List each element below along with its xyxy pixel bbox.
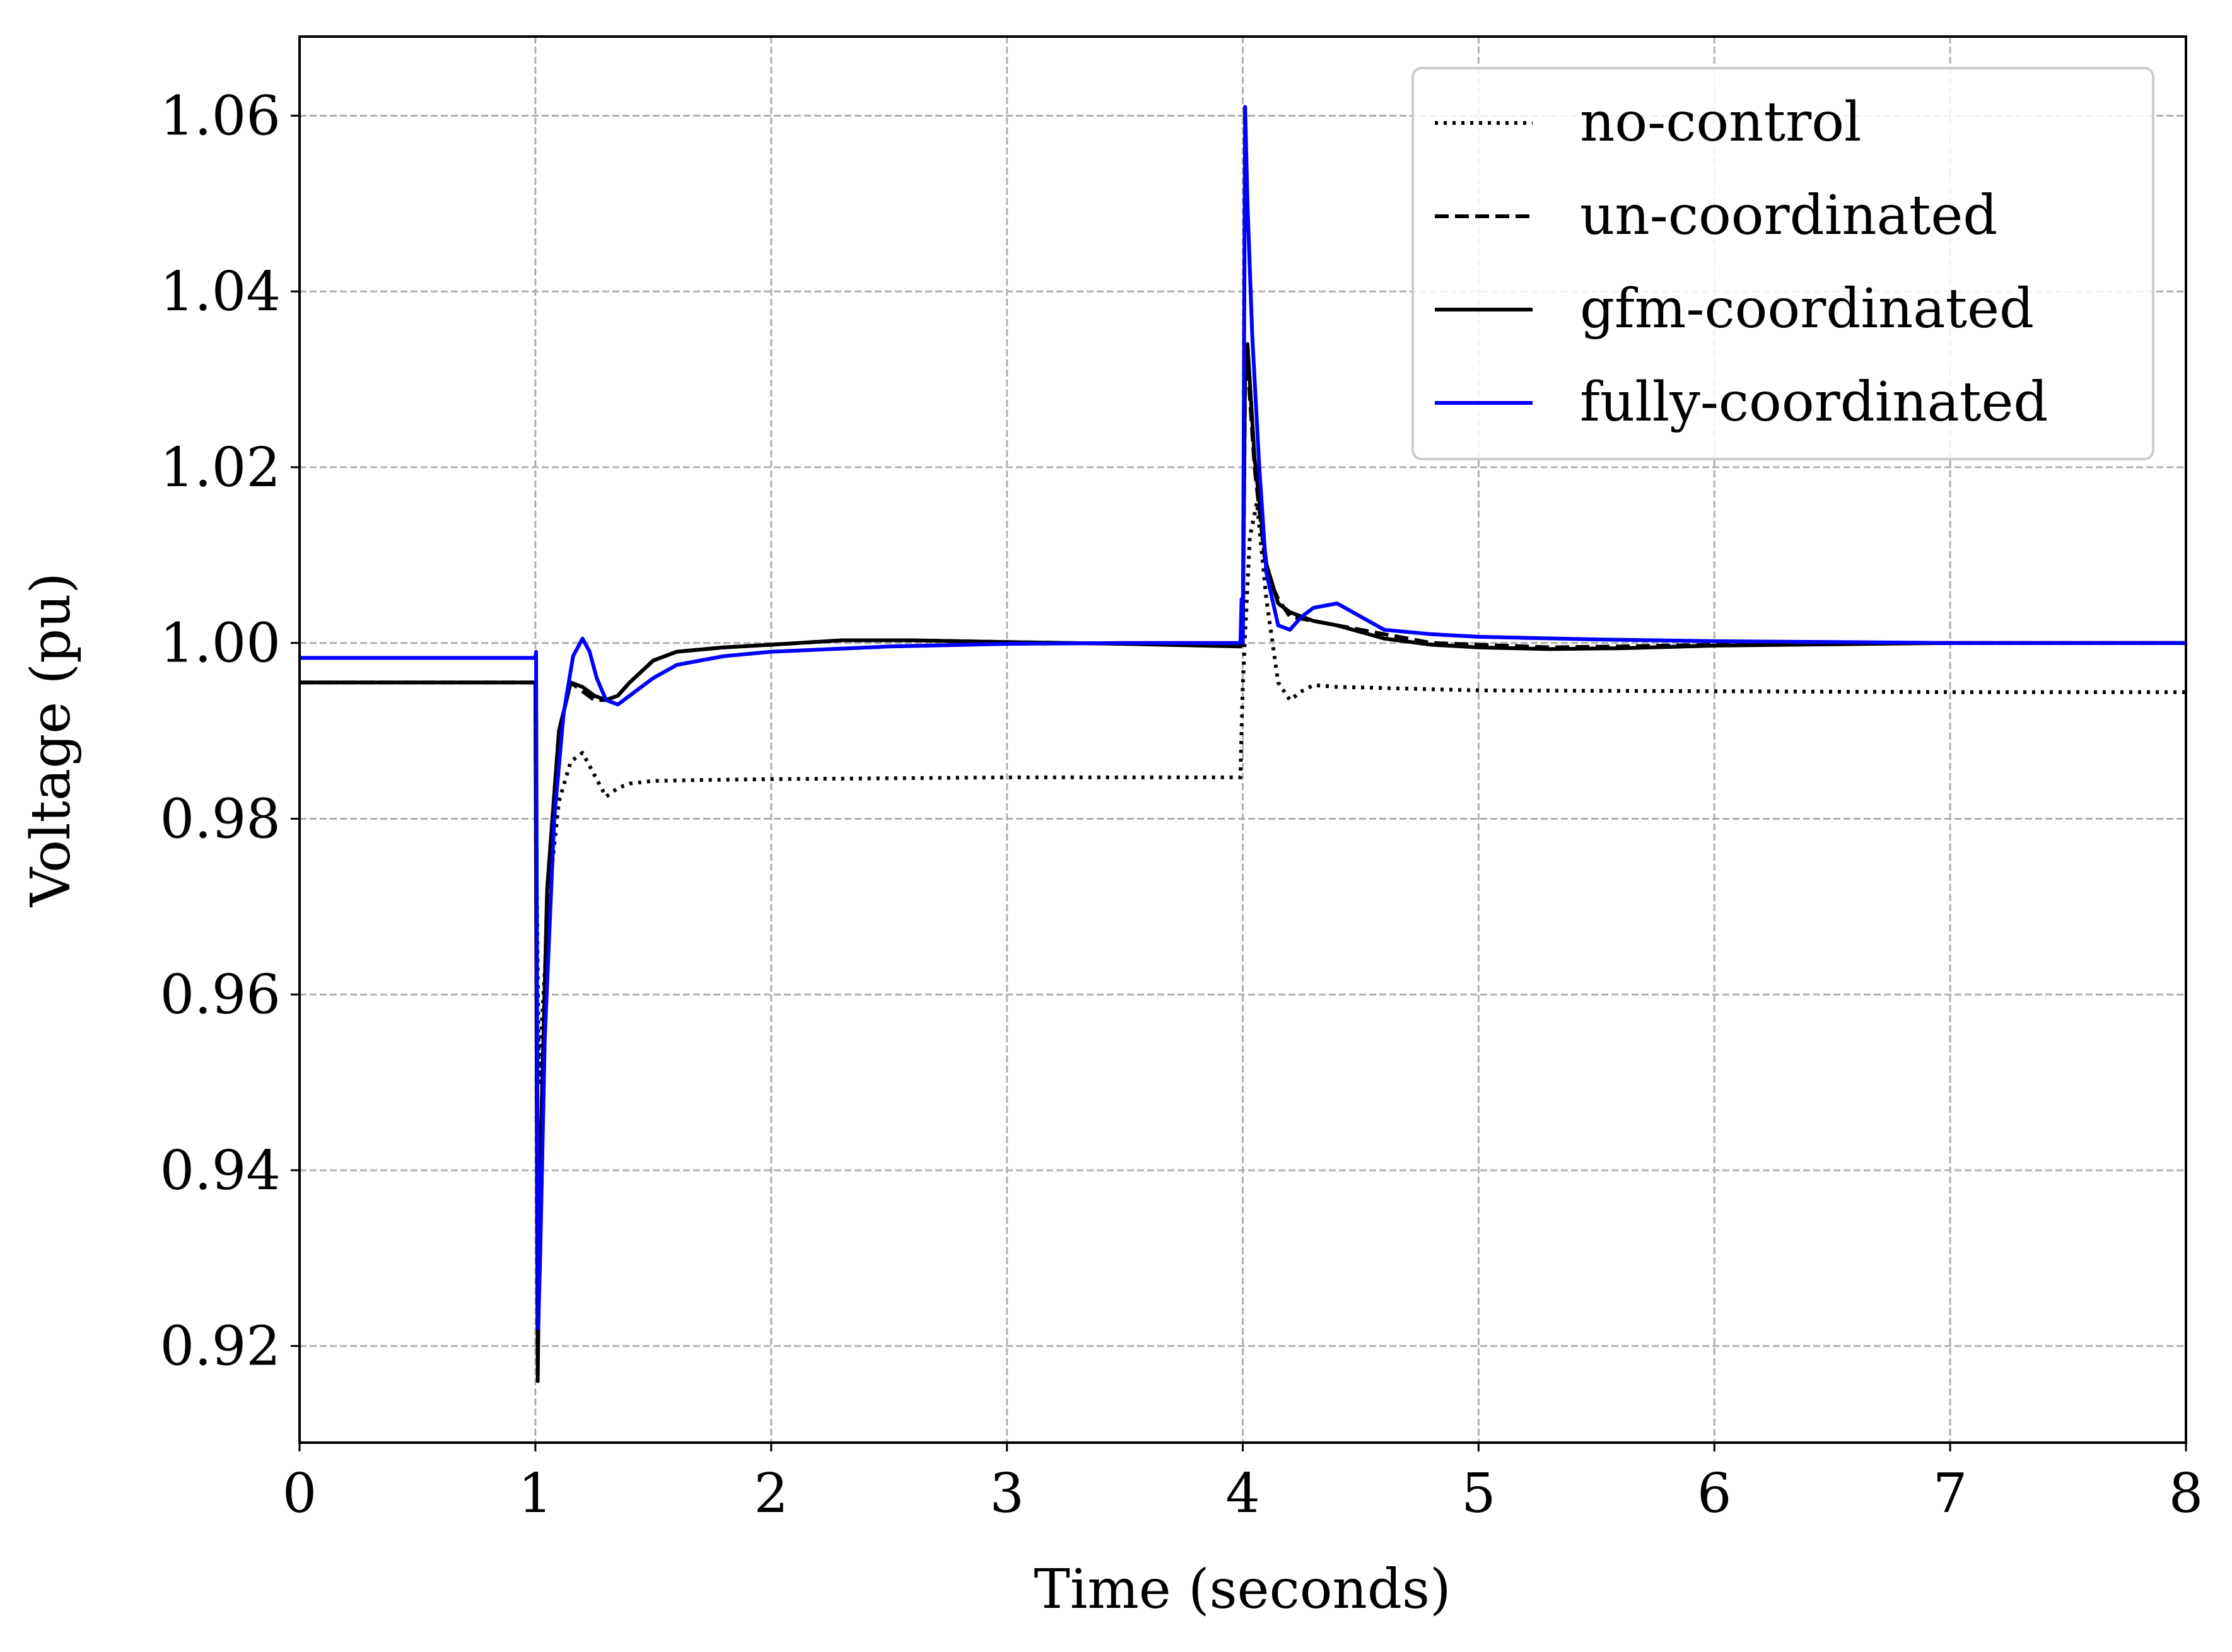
y-tick-label: 0.94 — [160, 1139, 281, 1202]
x-tick-label: 4 — [1225, 1462, 1260, 1525]
y-tick-label: 1.06 — [160, 84, 281, 148]
y-tick-label: 0.96 — [160, 963, 281, 1027]
series-line-fully-coordinated — [300, 105, 2186, 1330]
y-tick-label: 1.02 — [160, 436, 281, 499]
x-tick-label: 7 — [1933, 1462, 1968, 1525]
legend-box — [1411, 67, 2154, 460]
y-axis-title: Voltage (pu) — [20, 573, 83, 907]
x-tick-label: 0 — [283, 1462, 317, 1525]
x-axis-title: Time (seconds) — [1034, 1558, 1451, 1621]
x-tick-label: 1 — [518, 1462, 553, 1525]
x-tick-label: 5 — [1461, 1462, 1496, 1525]
x-tick-label: 3 — [990, 1462, 1024, 1525]
series-layer — [300, 105, 2186, 1383]
legend-label-fully-coordinated: fully-coordinated — [1580, 371, 2048, 434]
y-tick-label: 1.00 — [160, 612, 281, 675]
ticks: 0 1 2 3 4 5 6 7 8 0.92 0.94 0.96 0.98 1.00 1.02 1.04 1.0… — [160, 84, 2204, 1525]
legend-label-gfm-coordinated: gfm-coordinated — [1580, 277, 2034, 340]
y-tick-label: 0.98 — [160, 788, 281, 851]
legend-label-no-control: no-control — [1580, 91, 1862, 154]
x-tick-label: 8 — [2169, 1462, 2204, 1525]
legend-label-un-coordinated: un-coordinated — [1580, 184, 1997, 247]
y-tick-label: 1.04 — [160, 260, 281, 323]
y-tick-label: 0.92 — [160, 1315, 281, 1378]
x-tick-label: 6 — [1697, 1462, 1732, 1525]
x-tick-label: 2 — [754, 1462, 788, 1525]
legend: no-control un-coordinated gfm-coordinated f… — [1411, 67, 2154, 460]
